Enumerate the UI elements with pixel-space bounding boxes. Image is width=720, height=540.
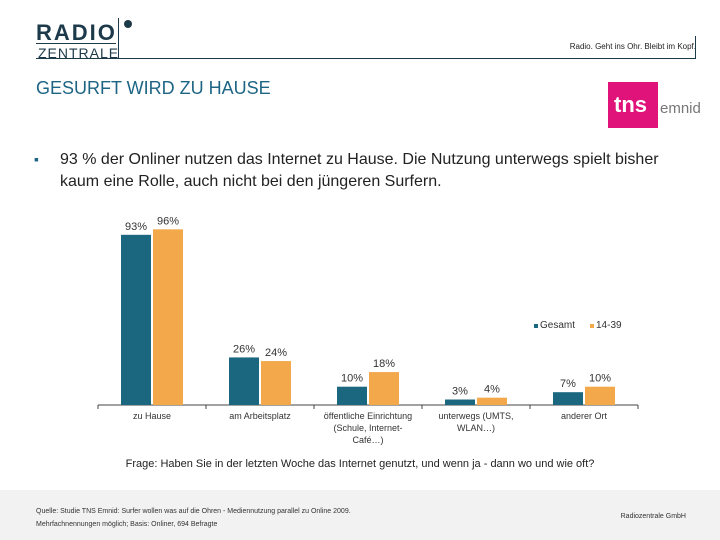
bar-gesamt (229, 357, 259, 405)
data-label: 93% (125, 221, 147, 233)
tns-emnid-logo: tns emnid (608, 82, 704, 128)
bar-14-39 (585, 386, 615, 405)
logo-vertical-bar (118, 18, 119, 58)
data-label: 18% (373, 358, 395, 370)
bar-14-39 (477, 397, 507, 405)
legend-label: 14-39 (596, 320, 622, 331)
bar-14-39 (261, 361, 291, 405)
header-tick (695, 36, 696, 58)
legend-swatch (590, 324, 594, 328)
category-label: am Arbeitsplatz (229, 411, 291, 421)
bullet-marker: ▪ (34, 151, 39, 167)
logo-underline (36, 43, 116, 44)
source-line-2: Mehrfachnennungen möglich; Basis: Online… (36, 521, 218, 528)
data-label: 10% (589, 373, 611, 385)
category-label: WLAN…) (457, 423, 495, 433)
tns-logo-word: tns (614, 92, 647, 117)
data-label: 4% (484, 384, 500, 396)
category-label: unterwegs (UMTS, (438, 411, 513, 421)
category-label: öffentliche Einrichtung (324, 411, 412, 421)
category-label: (Schule, Internet- (333, 423, 402, 433)
legend-swatch (534, 324, 538, 328)
source-line-1: Quelle: Studie TNS Emnid: Surfer wollen … (36, 508, 351, 515)
logo-zentrale-text: ZENTRALE (38, 45, 120, 61)
page-title: GESURFT WIRD ZU HAUSE (36, 78, 271, 98)
data-label: 26% (233, 343, 255, 355)
legend-label: Gesamt (540, 320, 575, 331)
data-label: 3% (452, 386, 468, 398)
bar-gesamt (445, 399, 475, 405)
survey-question: Frage: Haben Sie in der letzten Woche da… (125, 458, 595, 470)
data-label: 10% (341, 373, 363, 385)
tns-logo-box (608, 82, 658, 128)
category-label: anderer Ort (561, 411, 608, 421)
logo-dot (124, 20, 132, 28)
category-label: zu Hause (133, 411, 171, 421)
footer-company: Radiozentrale GmbH (620, 513, 686, 520)
data-label: 96% (157, 215, 179, 227)
data-label: 24% (265, 347, 287, 359)
logo-radio-text: RADIO (36, 20, 117, 45)
bar-14-39 (153, 229, 183, 405)
bar-gesamt (553, 392, 583, 405)
radio-zentrale-logo: RADIO ZENTRALE (36, 18, 176, 61)
bar-gesamt (121, 234, 151, 405)
data-label: 7% (560, 378, 576, 390)
tns-logo-suffix: emnid (660, 100, 701, 117)
bullet-text: 93 % der Onliner nutzen das Internet zu … (60, 151, 659, 190)
bar-gesamt (337, 386, 367, 405)
category-label: Café…) (352, 435, 383, 445)
header-rule (36, 58, 696, 59)
footer-band (0, 490, 720, 540)
tagline: Radio. Geht ins Ohr. Bleibt im Kopf. (569, 42, 696, 51)
bar-14-39 (369, 372, 399, 405)
